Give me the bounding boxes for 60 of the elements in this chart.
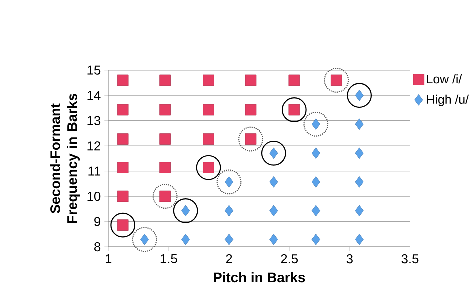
- x-tick-label: 2.5: [281, 254, 298, 264]
- point: [182, 234, 190, 246]
- point: [261, 141, 286, 166]
- point: [312, 176, 320, 188]
- y-tick-label: 9: [94, 217, 101, 226]
- point: [203, 74, 214, 86]
- point: [117, 190, 129, 202]
- point: [117, 162, 129, 174]
- point: [282, 98, 307, 123]
- point: [132, 227, 158, 252]
- point: [160, 162, 171, 174]
- y-tick-label: 11: [88, 166, 101, 176]
- point: [270, 234, 278, 246]
- y-tick-label: 8: [94, 242, 101, 252]
- x-tick-label: 3.5: [402, 254, 419, 264]
- point: [347, 83, 372, 108]
- point: [355, 148, 364, 160]
- point: [245, 104, 257, 116]
- y-axis-title: Second-Formant Frequency in Barks: [50, 94, 80, 224]
- point: [224, 234, 234, 246]
- point: [355, 205, 364, 217]
- x-axis-title: Pitch in Barks: [214, 272, 306, 283]
- point: [270, 205, 278, 217]
- y-tick-label: 12: [88, 142, 100, 151]
- y-tick-label: 14: [88, 91, 101, 100]
- point: [203, 134, 214, 145]
- point: [324, 68, 350, 93]
- point: [110, 212, 136, 238]
- point: [160, 134, 171, 145]
- point: [152, 184, 178, 210]
- point: [312, 234, 320, 246]
- point: [117, 74, 129, 86]
- point: [196, 155, 222, 180]
- point: [245, 74, 257, 86]
- point: [288, 74, 300, 86]
- legend-label: High /u/: [427, 94, 470, 107]
- point: [160, 74, 171, 86]
- point: [216, 170, 242, 195]
- point: [304, 112, 329, 137]
- point: [173, 198, 198, 224]
- point: [224, 205, 234, 217]
- y-tick-label: 13: [88, 116, 101, 126]
- y-tick-label: 15: [88, 66, 101, 75]
- point: [312, 205, 320, 217]
- legend-label: Low /i/: [427, 74, 462, 84]
- point: [117, 134, 129, 145]
- point: [238, 126, 264, 152]
- x-tick-label: 1: [106, 254, 112, 264]
- point: [355, 234, 364, 246]
- point: [312, 148, 320, 160]
- point: [270, 176, 278, 188]
- y-tick-label: 10: [88, 192, 101, 202]
- point: [117, 104, 129, 116]
- point: [355, 118, 364, 130]
- x-tick-label: 3: [346, 254, 353, 264]
- point: [355, 176, 364, 188]
- point: [160, 104, 171, 116]
- x-tick-label: 2: [226, 254, 232, 264]
- x-tick-label: 1.5: [160, 254, 178, 264]
- point: [203, 104, 214, 116]
